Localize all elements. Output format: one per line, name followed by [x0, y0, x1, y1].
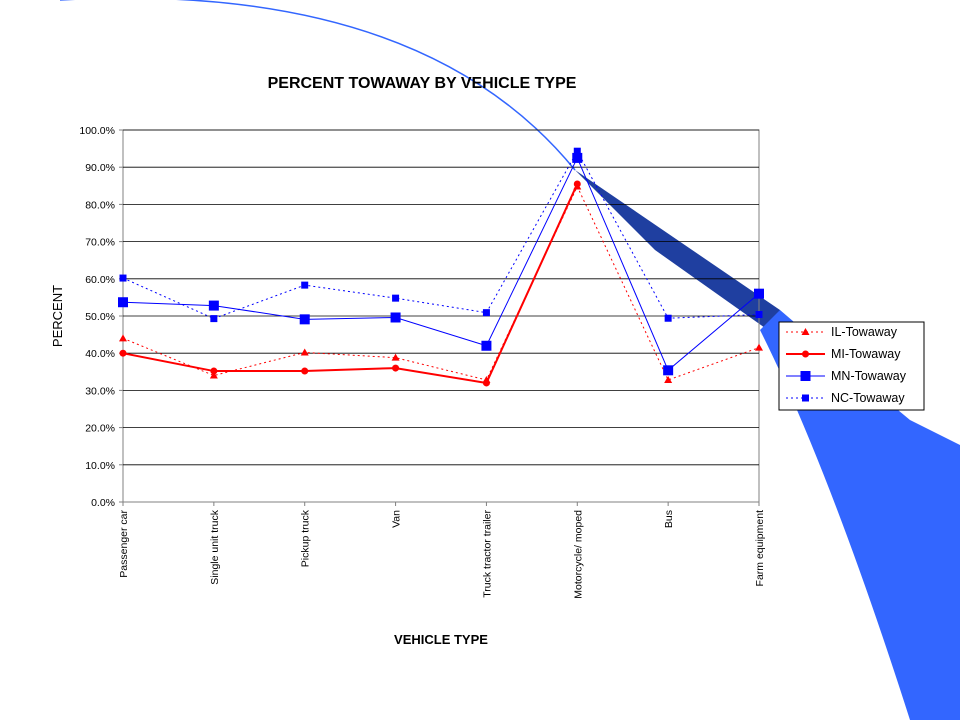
y-tick-label: 90.0% — [85, 162, 115, 174]
data-point — [481, 340, 492, 351]
swoosh-dark-band — [575, 170, 782, 340]
x-tick-label: Farm equipment — [754, 510, 766, 587]
x-tick-label: Bus — [663, 510, 675, 528]
legend: IL-Towaway MI-Towaway MN-Towaway NC-Towaway — [778, 321, 925, 411]
data-point — [119, 334, 127, 342]
data-point — [392, 364, 400, 372]
legend-label: IL-Towaway — [831, 325, 898, 339]
y-tick-label: 30.0% — [85, 385, 115, 397]
legend-item: MI-Towaway — [786, 347, 901, 361]
data-point — [118, 297, 128, 308]
data-point — [301, 367, 309, 375]
series-line — [122, 156, 760, 372]
y-tick-label: 20.0% — [85, 423, 115, 435]
x-axis-ticks: Passenger car Single unit truck Pickup tru… — [118, 502, 766, 599]
legend-item: MN-Towaway — [786, 369, 907, 383]
chart-title: PERCENT TOWAWAY BY VEHICLE TYPE — [268, 75, 577, 92]
plot-area: 0.0% 10.0% 20.0% 30.0% 40.0% 50.0% 60.0% 70.0% 8… — [79, 125, 766, 599]
series-mi-towaway — [119, 180, 581, 387]
series-line — [122, 183, 579, 385]
data-point — [301, 281, 309, 289]
gridlines — [123, 129, 759, 466]
y-tick-label: 50.0% — [85, 311, 115, 323]
series-nc-towaway — [119, 147, 763, 323]
x-tick-label: Motorcycle/ moped — [572, 510, 584, 599]
y-axis-ticks: 0.0% 10.0% 20.0% 30.0% 40.0% 50.0% 60.0% 70.0% 8… — [79, 125, 123, 509]
data-point — [663, 365, 674, 376]
x-tick-label: Passenger car — [118, 509, 130, 577]
data-point — [754, 288, 764, 299]
data-point — [208, 300, 219, 311]
x-axis-title: VEHICLE TYPE — [394, 632, 488, 647]
legend-label: MI-Towaway — [831, 347, 901, 361]
y-axis-title: PERCENT — [50, 285, 65, 347]
data-point — [210, 367, 218, 375]
data-point — [572, 152, 583, 163]
y-tick-label: 100.0% — [79, 125, 115, 137]
data-point — [482, 309, 490, 317]
data-point — [210, 315, 218, 323]
y-tick-label: 70.0% — [85, 237, 115, 249]
data-point — [664, 375, 673, 383]
data-point — [755, 311, 763, 319]
legend-marker — [800, 371, 811, 381]
x-tick-label: Single unit truck — [209, 509, 221, 584]
series-line — [122, 150, 760, 320]
data-point — [119, 274, 127, 282]
swoosh-blue-band — [760, 310, 960, 720]
legend-marker — [802, 394, 809, 402]
series-line — [122, 185, 760, 381]
data-point — [300, 348, 309, 356]
legend-label: NC-Towaway — [831, 391, 905, 405]
y-tick-label: 0.0% — [91, 497, 115, 509]
series-mn-towaway — [118, 152, 764, 376]
y-tick-label: 40.0% — [85, 348, 115, 360]
data-point — [119, 349, 127, 357]
data-point — [482, 379, 490, 387]
x-tick-label: Pickup truck — [300, 509, 312, 567]
legend-label: MN-Towaway — [831, 369, 907, 383]
series-layer — [118, 147, 764, 387]
legend-marker — [802, 350, 809, 358]
y-tick-label: 80.0% — [85, 199, 115, 211]
data-point — [664, 314, 672, 322]
legend-item: IL-Towaway — [786, 325, 898, 339]
data-point — [209, 371, 218, 379]
data-point — [392, 294, 400, 302]
legend-item: NC-Towaway — [786, 391, 905, 405]
data-point — [391, 353, 400, 361]
data-point — [390, 312, 401, 323]
y-tick-label: 60.0% — [85, 274, 115, 286]
x-tick-label: Truck tractor trailer — [481, 510, 493, 598]
legend-marker — [801, 328, 810, 335]
data-point — [573, 180, 581, 188]
swoosh-thin-arc — [60, 0, 576, 171]
data-point — [573, 147, 581, 155]
x-tick-label: Van — [391, 510, 403, 528]
data-point — [299, 314, 310, 325]
y-tick-label: 10.0% — [85, 460, 115, 472]
data-point — [755, 343, 763, 351]
